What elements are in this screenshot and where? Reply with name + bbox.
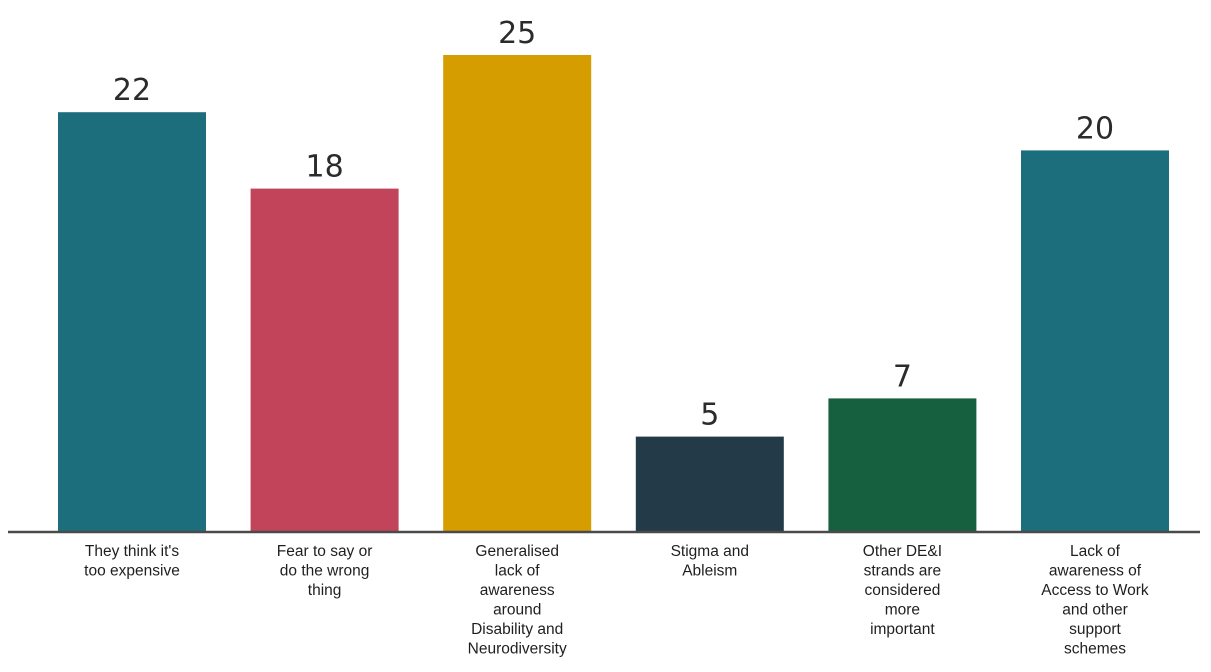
bars-group (58, 55, 1169, 532)
category-label-line: Other DE&I (863, 543, 942, 560)
category-label-line: considered (864, 582, 940, 599)
category-label-line: awareness of (1049, 563, 1142, 580)
category-label-1: They think it's too expensive (84, 543, 180, 580)
category-label-line: Access to Work (1041, 582, 1149, 599)
bar-6 (1021, 150, 1169, 532)
category-label-4: Stigma and Ableism (671, 543, 749, 580)
value-label-4: 5 (700, 398, 719, 433)
category-label-line: Stigma and (671, 543, 749, 560)
category-label-line: do the wrong (280, 563, 370, 580)
value-label-2: 18 (306, 150, 344, 185)
bar-5 (828, 398, 977, 532)
category-label-line: They think it's (85, 543, 180, 560)
value-label-5: 7 (893, 359, 912, 394)
category-label-line: too expensive (84, 563, 180, 580)
category-labels-group: They think it's too expensive Fear to say … (84, 543, 1149, 658)
category-label-line: Ableism (682, 563, 737, 580)
category-label-line: awareness (480, 582, 555, 599)
category-label-line: around (493, 602, 541, 619)
category-label-line: Fear to say or (277, 543, 373, 560)
bar-3 (443, 55, 592, 532)
category-label-2: Fear to say or do the wrong thing (277, 543, 373, 599)
category-label-line: schemes (1064, 641, 1126, 658)
bar-1 (58, 112, 206, 532)
category-label-5: Other DE&I strands are considered more impor… (863, 543, 942, 638)
category-label-line: Lack of (1070, 543, 1121, 560)
value-labels-group: 22 18 25 5 7 20 (113, 16, 1114, 433)
category-label-line: important (870, 621, 935, 638)
value-label-6: 20 (1076, 111, 1114, 146)
category-label-line: and other (1062, 602, 1128, 619)
category-label-line: thing (308, 582, 342, 599)
bar-2 (250, 188, 399, 532)
category-label-line: lack of (495, 563, 540, 580)
category-label-line: strands are (864, 563, 942, 580)
category-label-line: support (1069, 621, 1121, 638)
value-label-3: 25 (498, 16, 536, 51)
category-label-line: Neurodiversity (468, 641, 567, 658)
value-label-1: 22 (113, 73, 151, 108)
category-label-3: Generalised lack of awareness around Disabil… (468, 543, 567, 658)
category-label-line: more (885, 602, 920, 619)
category-label-line: Generalised (475, 543, 559, 560)
category-label-6: Lack of awareness of Access to Work and oth… (1041, 543, 1149, 658)
bar-4 (635, 436, 784, 532)
category-label-line: Disability and (471, 621, 563, 638)
